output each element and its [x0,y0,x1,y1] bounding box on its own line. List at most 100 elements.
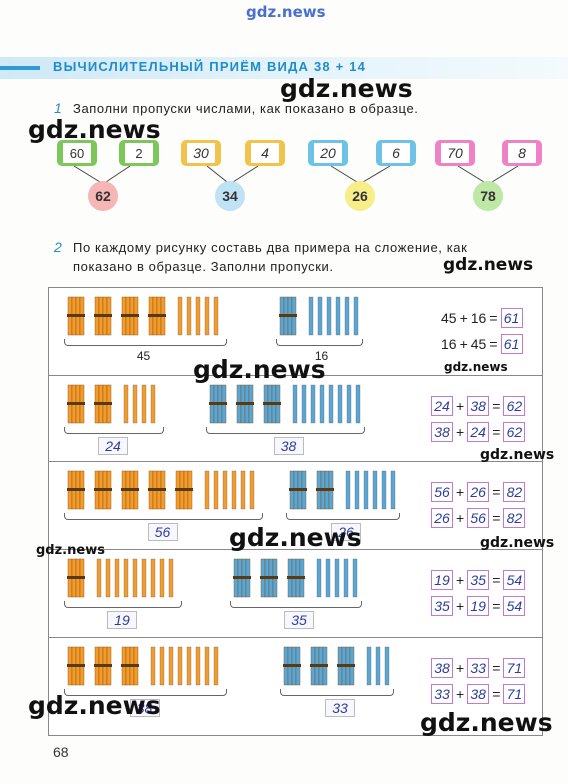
single-stick [352,558,358,598]
single-stick [384,646,390,686]
single-stick [372,470,378,510]
task-1-addend-left-tag: 70 [435,140,475,166]
single-stick [213,470,219,510]
equation-2: 16 +45 = 61 [441,334,523,354]
single-stick [343,558,349,598]
watermark: gdz.news [36,543,105,558]
equation-sum[interactable]: 54 [503,570,526,590]
equation-addend[interactable]: 38 [431,658,453,678]
ten-bundle [283,646,301,686]
equation-addend[interactable]: 56 [467,508,490,528]
equals-sign: = [492,660,501,676]
equation-sum[interactable]: 82 [503,482,526,502]
count-left: 19 [107,611,137,629]
page-number: 68 [53,744,69,760]
row-divider [48,637,543,638]
equation-sum[interactable]: 62 [503,396,526,416]
equation-addend[interactable]: 26 [467,482,490,502]
watermark: gdz.news [420,708,553,737]
task-1-addend-left-tag: 20 [308,140,348,166]
equation-sum[interactable]: 71 [503,684,526,704]
ten-bundle [236,384,254,424]
task-1-addend-right: 6 [382,143,410,163]
equation-addend[interactable]: 35 [431,596,453,616]
bracket-left [64,689,227,696]
equals-sign: = [492,398,501,414]
single-stick [204,470,210,510]
single-stick [390,470,396,510]
bracket-right [286,513,400,520]
count-left: 56 [147,523,178,541]
equation-addend[interactable]: 38 [467,396,490,416]
single-stick [195,296,201,336]
row-divider [48,461,543,462]
equation-2: 38 +24 = 62 [431,422,526,442]
watermark: gdz.news [28,691,161,720]
ten-bundle [337,646,355,686]
equation-addend[interactable]: 38 [431,422,453,442]
plus-sign: + [456,686,465,702]
task-1-addend-right: 8 [508,143,536,163]
equation-addend[interactable]: 33 [431,684,453,704]
single-stick [335,296,341,336]
equation-sum[interactable]: 62 [503,422,526,442]
ten-bundle [67,296,85,336]
plus-sign: + [456,398,465,414]
count-right: 26 [331,523,361,541]
task-1-sum-circle: 26 [345,181,375,211]
equation-1: 45 +16 = 61 [441,308,523,328]
watermark: gdz.news [246,3,326,21]
bracket-left [64,513,263,520]
task-1-addend-left: 70 [441,143,469,163]
task-1-addend-right: 2 [125,143,153,163]
equation-1: 56 +26 = 82 [431,482,526,502]
task-1-sum-circle: 34 [215,181,245,211]
plus-sign: + [456,660,465,676]
equation-2: 35 +19 = 54 [431,596,526,616]
equation-addend[interactable]: 19 [431,570,453,590]
single-stick [317,296,323,336]
single-stick [316,558,322,598]
equation-sum[interactable]: 71 [503,658,526,678]
ten-bundle [121,470,139,510]
equation-sum[interactable]: 61 [500,308,523,328]
equation-addend[interactable]: 33 [467,658,490,678]
equation-addend[interactable]: 19 [467,596,490,616]
single-stick [353,296,359,336]
equation-addend[interactable]: 35 [467,570,490,590]
equation-addend[interactable]: 38 [467,684,490,704]
single-stick [150,646,156,686]
single-stick [141,384,147,424]
equation-sum[interactable]: 61 [500,334,523,354]
bracket-right [276,339,363,346]
single-stick [159,558,165,598]
equation-1: 38 +33 = 71 [431,658,526,678]
equation-addend[interactable]: 26 [431,508,453,528]
single-stick [354,470,360,510]
ten-bundle [148,470,166,510]
single-stick [204,646,210,686]
task-1-addend-left-tag: 30 [181,140,221,166]
row-divider [48,375,543,376]
ten-bundle [67,646,85,686]
equation-sum[interactable]: 82 [503,508,526,528]
equation-addend: 45 [470,336,487,352]
count-right: 16 [314,349,329,363]
single-stick [240,470,246,510]
equation-sum[interactable]: 54 [503,596,526,616]
equation-addend: 16 [470,310,487,326]
single-stick [319,384,325,424]
watermark: gdz.news [280,74,413,103]
section-header-bar [0,57,568,79]
equation-addend[interactable]: 24 [467,422,490,442]
single-stick [363,470,369,510]
single-stick [204,296,210,336]
single-stick [231,470,237,510]
equation-addend[interactable]: 56 [431,482,453,502]
task-2-text-line-2: показано в образце. Заполни пропуски. [73,259,334,274]
equals-sign: = [489,310,498,326]
single-stick [96,558,102,598]
task-1-sum-circle: 78 [473,181,503,211]
watermark: gdz.news [444,360,508,374]
equation-addend[interactable]: 24 [431,396,453,416]
